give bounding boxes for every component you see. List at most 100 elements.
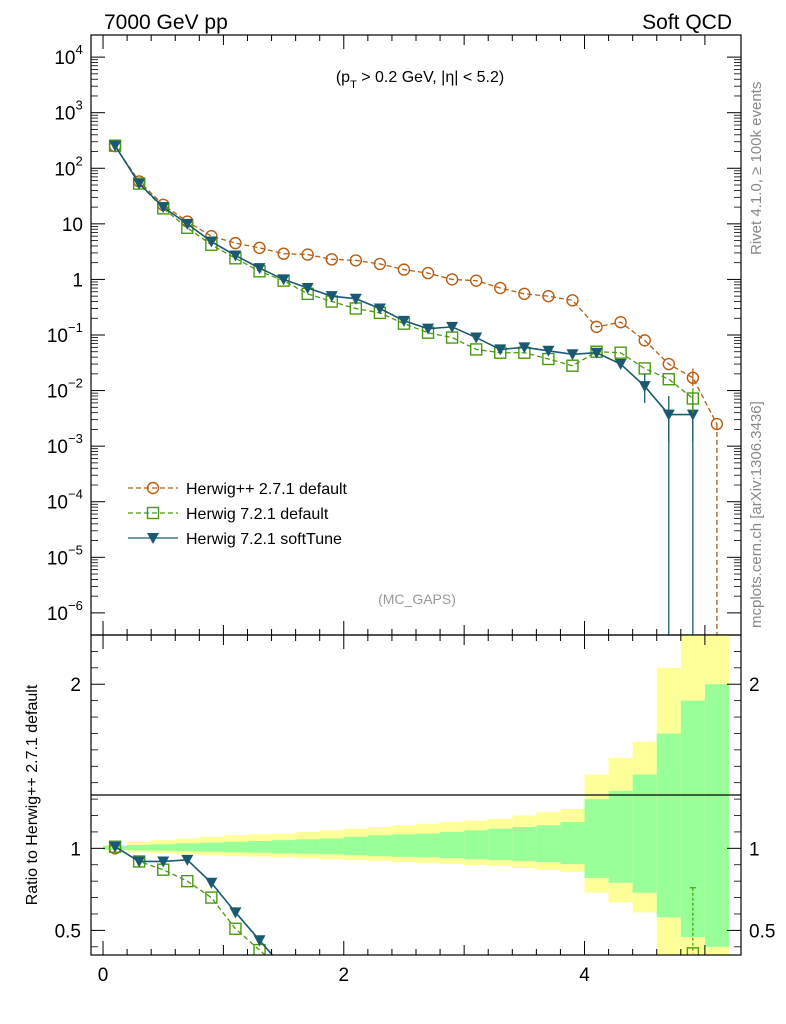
green-band-2 [151,844,176,851]
ratio-series-1-point-5 [229,907,242,919]
y-tick-label-base: 10 [54,104,75,125]
green-band-18 [536,825,561,863]
green-band-4 [199,842,224,852]
legend-label-0: Herwig++ 2.7.1 default [186,481,348,498]
ratio-y-tick-label-right: 0.5 [749,921,775,942]
y-tick-label-exp: −2 [68,376,83,391]
ratio-series-1-point-4 [205,877,218,889]
y-tick-label-exp: −4 [68,487,83,502]
ratio-uncertainty-bands [103,635,729,955]
series-0-point-14 [445,273,459,286]
legend-marker-1 [146,506,160,520]
rivet-version-label: Rivet 4.1.0, ≥ 100k events [748,82,765,255]
y-tick-label-base: 10 [47,382,68,403]
series-0-point-8 [301,248,314,261]
ratio-axes: 0.5 0.5 1 1 2 2 0 2 4 [55,635,775,986]
y-tick-label-exp: −6 [68,598,83,613]
green-band-23 [656,733,681,918]
y-tick-label-base: 10 [47,604,68,625]
ratio-series-1-point-0 [109,841,122,853]
series-2-point-19 [566,349,579,361]
series-2-point-4 [205,236,218,248]
green-band-22 [632,774,657,893]
phase-space-annotation: (pT > 0.2 GeV, |η| < 5.2) [336,69,504,91]
series-0-point-23 [662,357,675,371]
series-2-point-2 [157,202,170,214]
source-url-label: mcplots.cern.ch [arXiv:1306.3436] [748,401,765,628]
series-2-point-3 [181,218,194,230]
y-tick-label-base: 10 [54,159,75,180]
green-band-1 [127,845,152,851]
green-band-8 [295,839,320,854]
ratio-series-0-point-4 [205,891,218,904]
ratio-series-group [108,840,700,955]
series-2-point-0 [109,140,122,152]
series-0-point-13 [421,266,435,280]
series-2-point-21 [614,359,627,371]
y-tick-label-exp: −1 [68,320,83,335]
series-2-point-10 [349,293,362,305]
y-tick-label-base: 10 [54,48,75,69]
series-0-point-17 [518,287,531,301]
y-tick-label-exp: −5 [68,542,83,557]
series-2-point-20 [590,347,603,359]
y-tick-label-base: 10 [47,493,68,514]
y-tick-label-exp: 4 [76,42,83,57]
series-2-point-13 [422,323,435,335]
series-2-point-1 [133,178,146,190]
y-tick-label-base: 10 [47,437,68,458]
series-2-point-9 [325,291,338,303]
series-0-point-5 [229,236,242,250]
series-0-point-10 [349,254,363,267]
x-tick-label: 4 [579,965,590,986]
series-2-point-7 [277,274,290,286]
series-1-point-14 [445,331,459,344]
ratio-band-group [103,635,729,955]
y-tick-label-base: 10 [47,326,68,347]
ratio-y-tick-label-left: 2 [70,675,81,696]
series-line-2 [114,145,693,416]
series-2-point-16 [494,344,507,356]
legend-marker-2 [147,533,159,544]
ratio-y-tick-label-left: 0.5 [55,921,81,942]
green-band-19 [560,822,585,865]
series-2-point-14 [446,321,459,333]
y-tick-label-exp: 2 [76,153,83,168]
green-band-10 [343,836,368,856]
series-0-point-11 [373,257,387,271]
ratio-series-1-point-1 [133,856,146,868]
series-0-point-6 [253,241,266,255]
series-0-point-22 [638,334,651,347]
y-tick-label-base: 10 [47,548,68,569]
series-line-1 [114,145,694,400]
x-tick-label: 0 [98,965,109,986]
ratio-series-0-point-3 [181,874,194,888]
ratio-y-tick-label-right: 1 [749,839,760,860]
main-series-group [108,139,724,635]
legend-label-2: Herwig 7.2.1 softTune [186,531,342,548]
green-band-17 [512,827,537,862]
analysis-watermark: (MC_GAPS) [378,591,456,607]
series-2-point-18 [542,345,555,357]
ratio-data-layer [108,840,700,955]
ratio-series-line-0 [114,846,267,955]
series-line-0 [114,145,718,425]
ratio-series-1-point-2 [157,856,170,868]
series-0-point-12 [397,263,411,276]
green-band-20 [584,799,609,878]
series-2-point-6 [253,263,266,275]
series-0-point-15 [469,274,483,287]
series-2-point-17 [518,342,531,354]
main-data-layer [108,139,724,635]
green-band-11 [367,835,392,857]
green-band-3 [175,843,200,852]
green-band-9 [319,838,344,855]
green-band-12 [391,834,416,857]
legend-marker-0 [146,481,160,495]
legend-label-1: Herwig 7.2.1 default [186,506,329,523]
green-band-14 [440,831,465,859]
series-0-point-18 [542,289,555,303]
green-band-15 [464,830,489,860]
